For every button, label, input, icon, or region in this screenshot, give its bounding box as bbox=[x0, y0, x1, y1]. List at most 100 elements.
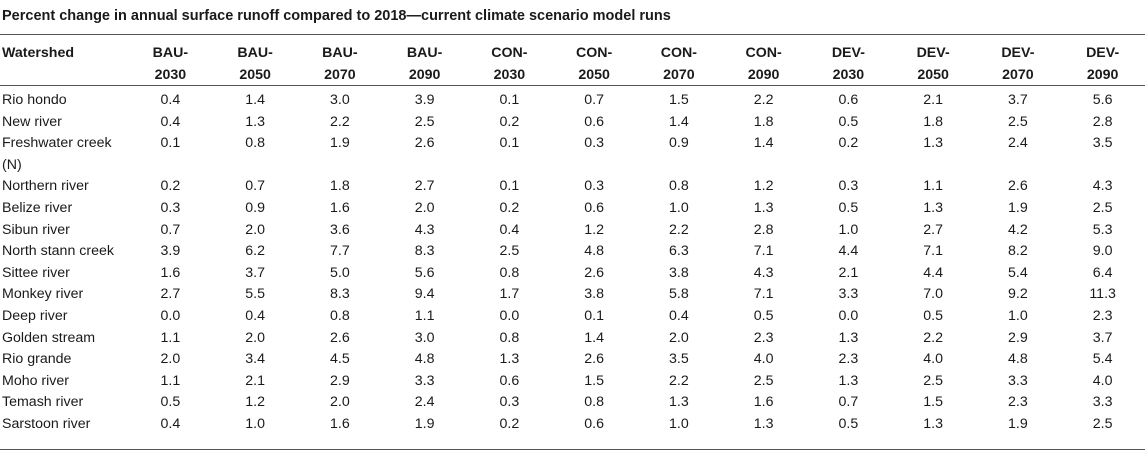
watershed-cell: Rio grande bbox=[2, 351, 72, 368]
value-cell: 0.5 bbox=[753, 307, 774, 324]
column-header-line1: BAU- bbox=[406, 45, 443, 61]
column-header-line1: CON- bbox=[745, 45, 782, 61]
value-cell: 7.1 bbox=[923, 243, 943, 260]
column-header-line2: 2070 bbox=[1002, 67, 1034, 83]
column-header-line2: 2090 bbox=[408, 67, 441, 83]
watershed-cell: Freshwater creek (N) bbox=[2, 135, 112, 173]
column-header-line1: DEV- bbox=[1086, 45, 1120, 61]
value-cell: 6.4 bbox=[1092, 264, 1113, 281]
value-cell: 0.7 bbox=[160, 221, 181, 238]
column-header: DEV- 2090 bbox=[1060, 36, 1145, 90]
value-cell: 0.0 bbox=[499, 307, 520, 324]
column-header-line2: 2090 bbox=[747, 67, 780, 83]
column-header-line2: 2050 bbox=[578, 67, 610, 83]
value-cell: 3.9 bbox=[160, 243, 181, 260]
value-cell: 3.9 bbox=[414, 92, 435, 108]
value-cell: 2.8 bbox=[1092, 113, 1113, 130]
value-cell: 1.4 bbox=[753, 135, 774, 152]
table-row: Golden stream 1.1 2.0 2.6 3.0 0.8 1.4 2.0 2.3 1.3… bbox=[0, 328, 1145, 350]
watershed-cell: Golden stream bbox=[2, 329, 96, 346]
value-cell: 6.3 bbox=[669, 243, 689, 260]
value-cell: 0.2 bbox=[838, 135, 859, 152]
value-cell: 0.2 bbox=[499, 199, 520, 216]
value-cell: 0.5 bbox=[838, 113, 859, 130]
value-cell: 0.4 bbox=[499, 221, 520, 238]
value-cell: 0.1 bbox=[160, 135, 181, 152]
value-cell: 1.1 bbox=[160, 329, 181, 346]
column-header: DEV- 2050 bbox=[891, 36, 976, 90]
table-row: Sittee river 1.6 3.7 5.0 5.6 0.8 2.6 3.8 4.3 2.1 4… bbox=[0, 263, 1145, 285]
value-cell: 2.3 bbox=[838, 351, 859, 368]
value-cell: 2.5 bbox=[923, 372, 943, 389]
table-row: Freshwater creek (N) 0.1 0.8 1.9 2.6 0.1 0.3 0.… bbox=[0, 133, 1145, 176]
value-cell: 2.6 bbox=[584, 351, 604, 368]
value-cell: 1.2 bbox=[245, 394, 265, 411]
value-cell: 4.0 bbox=[753, 351, 774, 368]
value-cell: 1.3 bbox=[669, 394, 689, 411]
column-header: CON- 2050 bbox=[552, 36, 637, 90]
value-cell: 1.3 bbox=[923, 135, 943, 152]
value-cell: 4.4 bbox=[838, 243, 859, 260]
value-cell: 2.0 bbox=[160, 351, 181, 368]
column-header: CON- 2090 bbox=[721, 36, 806, 90]
column-header: DEV- 2070 bbox=[976, 36, 1061, 90]
value-cell: 0.4 bbox=[160, 113, 181, 130]
value-cell: 2.4 bbox=[1008, 135, 1028, 152]
value-cell: 2.3 bbox=[1092, 307, 1113, 324]
value-cell: 2.2 bbox=[753, 92, 774, 108]
value-cell: 0.0 bbox=[838, 307, 859, 324]
value-cell: 1.6 bbox=[330, 199, 350, 216]
value-cell: 1.6 bbox=[753, 394, 774, 411]
value-cell: 0.6 bbox=[499, 372, 520, 389]
value-cell: 2.5 bbox=[1092, 199, 1113, 216]
column-header-line1: DEV- bbox=[831, 45, 865, 61]
value-cell: 7.1 bbox=[753, 243, 774, 260]
value-cell: 1.8 bbox=[753, 113, 774, 130]
value-cell: 1.8 bbox=[923, 113, 943, 130]
value-cell: 2.5 bbox=[499, 243, 520, 260]
value-cell: 1.1 bbox=[923, 178, 943, 195]
value-cell: 5.4 bbox=[1008, 264, 1028, 281]
value-cell: 0.3 bbox=[499, 394, 520, 411]
value-cell: 0.1 bbox=[499, 92, 520, 108]
value-cell: 1.3 bbox=[753, 415, 774, 432]
value-cell: 2.6 bbox=[414, 135, 435, 152]
value-cell: 0.3 bbox=[584, 135, 604, 152]
value-cell: 2.3 bbox=[753, 329, 774, 346]
value-cell: 1.0 bbox=[1008, 307, 1028, 324]
value-cell: 1.0 bbox=[245, 415, 265, 432]
table-body: Rio hondo 0.4 1.4 3.0 3.9 0.1 0.7 1.5 2.2 0.6 2.1 3… bbox=[0, 90, 1145, 436]
value-cell: 1.8 bbox=[330, 178, 350, 195]
value-cell: 4.3 bbox=[414, 221, 435, 238]
value-cell: 0.5 bbox=[838, 199, 859, 216]
value-cell: 1.9 bbox=[414, 415, 435, 432]
value-cell: 0.6 bbox=[584, 199, 604, 216]
table-row: Sibun river 0.7 2.0 3.6 4.3 0.4 1.2 2.2 2.8 1.0 2.… bbox=[0, 220, 1145, 242]
value-cell: 3.3 bbox=[1092, 394, 1113, 411]
watershed-cell: Sittee river bbox=[2, 264, 70, 281]
column-header: DEV- 2030 bbox=[806, 36, 891, 90]
column-header-line2: 2050 bbox=[917, 67, 949, 83]
column-header-line2: 2050 bbox=[239, 67, 271, 83]
value-cell: 0.4 bbox=[160, 415, 181, 432]
value-cell: 0.4 bbox=[245, 307, 265, 324]
value-cell: 4.0 bbox=[923, 351, 943, 368]
value-cell: 0.3 bbox=[584, 178, 604, 195]
value-cell: 0.8 bbox=[669, 178, 689, 195]
value-cell: 1.0 bbox=[838, 221, 859, 238]
value-cell: 4.5 bbox=[330, 351, 350, 368]
value-cell: 1.3 bbox=[245, 113, 265, 130]
value-cell: 0.6 bbox=[838, 92, 859, 108]
value-cell: 2.5 bbox=[753, 372, 774, 389]
value-cell: 1.3 bbox=[753, 199, 774, 216]
value-cell: 2.6 bbox=[1008, 178, 1028, 195]
value-cell: 2.0 bbox=[669, 329, 689, 346]
value-cell: 1.3 bbox=[923, 199, 943, 216]
value-cell: 1.9 bbox=[1008, 415, 1028, 432]
value-cell: 11.3 bbox=[1089, 286, 1116, 303]
value-cell: 2.2 bbox=[669, 221, 689, 238]
value-cell: 2.7 bbox=[160, 286, 181, 303]
watershed-cell: Moho river bbox=[2, 372, 70, 389]
value-cell: 1.3 bbox=[838, 329, 859, 346]
value-cell: 2.0 bbox=[414, 199, 435, 216]
